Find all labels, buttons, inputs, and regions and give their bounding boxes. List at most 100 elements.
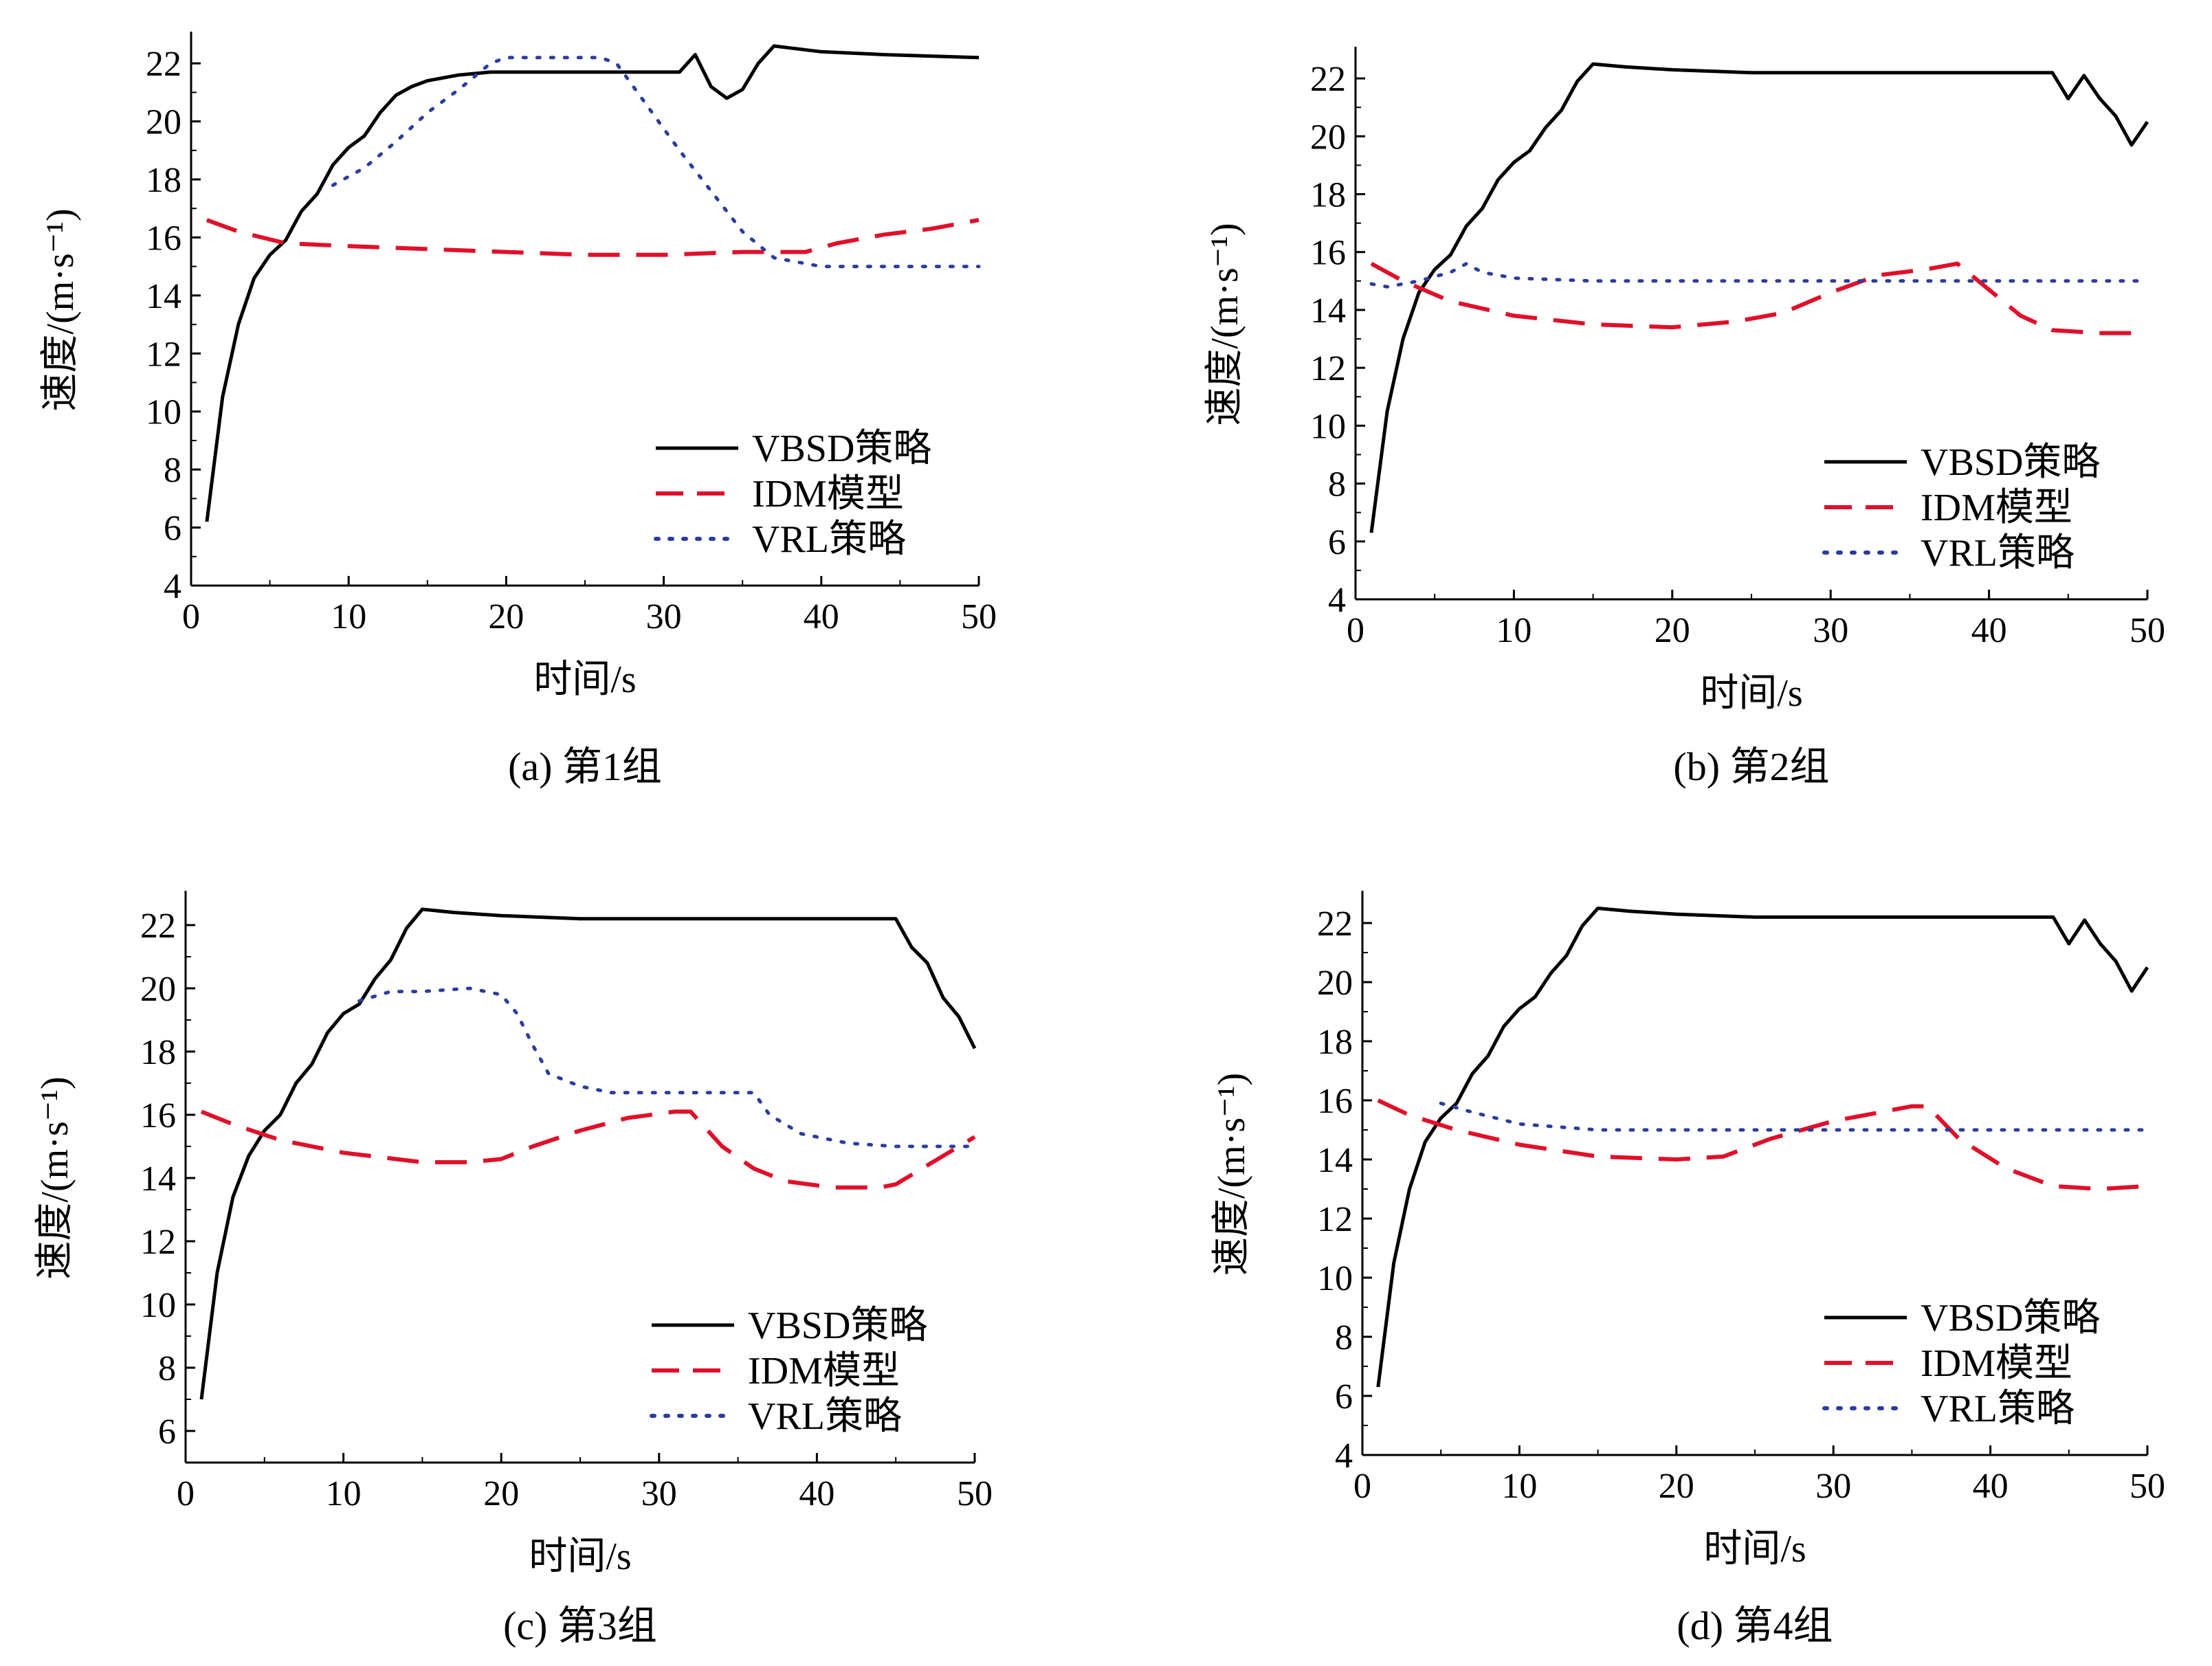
y-tick-label: 10 [146,393,181,432]
y-tick-label: 16 [1317,1082,1353,1121]
y-tick-label: 4 [164,567,181,606]
legend-label-idm: IDM模型 [1921,1342,2072,1385]
y-tick-label: 18 [140,1033,176,1072]
y-tick-label: 22 [140,907,176,946]
y-tick-label: 14 [146,277,181,316]
y-tick-label: 8 [1328,465,1346,504]
x-tick-label: 30 [646,597,682,636]
y-tick-label: 6 [1328,523,1346,562]
x-tick-label: 50 [957,1474,993,1513]
x-tick-label: 50 [2130,611,2165,650]
x-tick-label: 10 [1496,611,1531,650]
x-tick-label: 0 [1353,1467,1371,1506]
legend-label-vrl: VRL策略 [1921,532,2075,575]
legend-label-vrl: VRL策略 [1921,1388,2075,1430]
series-line-vrl [357,986,977,1148]
legend-label-vbsd: VBSD策略 [752,427,931,470]
y-tick-label: 12 [140,1223,176,1262]
y-tick-label: 16 [140,1096,176,1135]
series-line-vrl [331,56,981,269]
x-tick-label: 20 [1655,611,1690,650]
y-tick-label: 16 [1310,234,1346,273]
legend-label-vrl: VRL策略 [748,1395,902,1438]
y-tick-label: 18 [146,161,181,200]
y-tick-label: 14 [1310,291,1346,331]
y-tick-label: 18 [1317,1023,1353,1062]
series-line-idm [1370,261,2147,335]
y-tick-label: 12 [1317,1200,1353,1239]
chart-panel-2: 0 10 20 30 40 50 4 6 8 10 12 14 16 18 20 22 时间/s 速度/(m·s⁻… [1204,47,2165,789]
y-tick-label: 12 [146,335,181,374]
legend-label-idm: IDM模型 [748,1350,900,1392]
x-tick-label: 30 [1815,1467,1851,1506]
legend-label-idm: IDM模型 [752,473,904,515]
y-tick-label: 20 [1310,118,1346,157]
y-tick-label: 6 [158,1412,176,1452]
series-line-vrl [1439,1101,2149,1132]
series-line-idm [206,218,980,257]
series-line-vbsd [1369,62,2149,533]
x-tick-label: 40 [804,597,839,636]
x-tick-label: 30 [641,1474,677,1513]
y-tick-label: 4 [1328,581,1346,620]
y-tick-label: 14 [140,1159,176,1199]
x-tick-label: 40 [799,1474,834,1513]
x-tick-label: 50 [2130,1467,2165,1506]
y-tick-label: 20 [1317,964,1353,1003]
x-tick-label: 20 [488,597,524,636]
panel-caption: (d) 第4组 [1677,1603,1833,1648]
series-line-idm [1377,1098,2148,1191]
y-tick-label: 18 [1310,176,1346,215]
y-tick-label: 8 [1335,1318,1353,1357]
y-tick-label: 10 [140,1286,176,1325]
x-tick-label: 20 [483,1474,519,1513]
y-tick-label: 10 [1310,407,1346,446]
y-tick-label: 20 [146,103,181,142]
chart-panel-3: 0 10 20 30 40 50 6 8 10 12 14 16 18 20 22 时间/s 速度/(m·s⁻¹… [34,891,993,1648]
y-tick-label: 22 [1317,904,1353,944]
series-line-vbsd [199,907,977,1400]
x-tick-label: 20 [1659,1467,1694,1506]
x-tick-label: 40 [1973,1467,2009,1506]
y-tick-label: 10 [1317,1259,1353,1298]
x-tick-label: 40 [1971,611,2007,650]
y-tick-label: 8 [158,1349,176,1388]
x-tick-label: 0 [182,597,200,636]
series-line-vbsd [1376,907,2149,1388]
legend-label-idm: IDM模型 [1921,487,2072,529]
x-tick-label: 0 [1347,611,1364,650]
x-tick-label: 30 [1813,611,1848,650]
series-line-idm [200,1109,976,1190]
x-axis-label: 时间/s [533,658,636,701]
legend-label-vbsd: VBSD策略 [1921,1297,2100,1340]
y-tick-label: 4 [1335,1436,1353,1476]
y-axis-label: 速度/(m·s⁻¹) [1210,1073,1253,1276]
x-axis-label: 时间/s [1700,672,1802,715]
y-tick-label: 20 [140,970,176,1009]
chart-panel-1: 0 10 20 30 40 50 4 6 8 10 12 14 16 18 20 22 时间/s 速度/(m·s⁻… [39,32,997,789]
y-axis-label: 速度/(m·s⁻¹) [1204,223,1246,425]
y-tick-label: 12 [1310,349,1346,388]
x-tick-label: 50 [961,597,997,636]
series-line-vrl [1369,262,2149,289]
x-tick-label: 10 [1501,1467,1537,1506]
panel-caption: (c) 第3组 [503,1603,657,1648]
legend-label-vrl: VRL策略 [752,518,906,561]
x-axis-label: 时间/s [529,1535,631,1578]
panel-caption: (b) 第2组 [1673,744,1829,789]
y-tick-label: 22 [146,45,181,84]
x-tick-label: 0 [177,1474,195,1513]
y-tick-label: 6 [1335,1377,1353,1417]
y-tick-label: 8 [164,451,181,490]
legend-label-vbsd: VBSD策略 [748,1304,927,1347]
y-tick-label: 16 [146,219,181,258]
x-tick-label: 10 [326,1474,362,1513]
y-axis-label: 速度/(m·s⁻¹) [39,208,82,411]
chart-panel-4: 0 10 20 30 40 50 4 6 8 10 12 14 16 18 20 22 时间/s 速度/(m·s⁻… [1210,891,2165,1648]
y-tick-label: 22 [1310,60,1346,99]
y-axis-label: 速度/(m·s⁻¹) [34,1076,76,1279]
